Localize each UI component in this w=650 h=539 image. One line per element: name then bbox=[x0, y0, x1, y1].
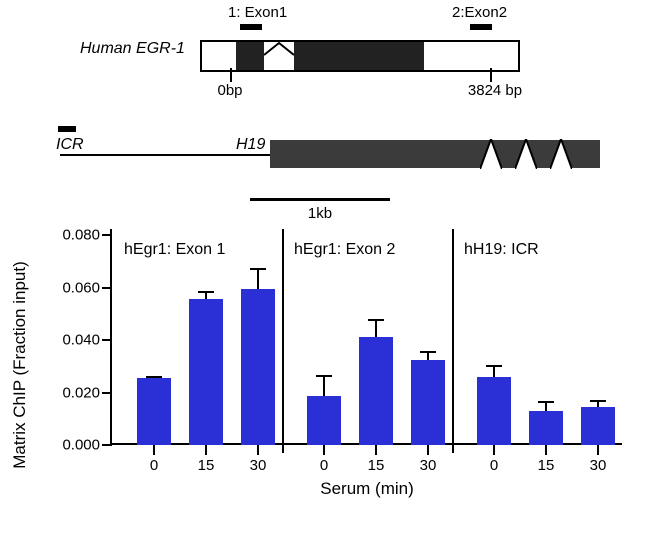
error-bar bbox=[375, 320, 377, 337]
icr-label: ICR bbox=[56, 136, 84, 154]
x-axis-title: Serum (min) bbox=[320, 479, 414, 499]
x-tick bbox=[153, 445, 155, 455]
error-cap bbox=[198, 291, 214, 293]
x-tick bbox=[257, 445, 259, 455]
y-tick-label: 0.060 bbox=[62, 279, 100, 296]
error-bar bbox=[205, 292, 207, 299]
panel-title: hEgr1: Exon 2 bbox=[294, 241, 395, 259]
bar bbox=[359, 337, 393, 445]
error-bar bbox=[493, 366, 495, 377]
egr1-exon-fill bbox=[236, 42, 264, 70]
bar bbox=[189, 299, 223, 445]
x-tick-label: 15 bbox=[538, 457, 555, 474]
panel-title: hEgr1: Exon 1 bbox=[124, 241, 225, 259]
y-tick bbox=[102, 444, 112, 446]
tick-3824bp-label: 3824 bp bbox=[468, 82, 522, 99]
bar bbox=[529, 411, 563, 445]
scale-bar-label: 1kb bbox=[250, 205, 390, 222]
y-tick-label: 0.040 bbox=[62, 332, 100, 349]
error-cap bbox=[420, 351, 436, 353]
egr1-gene-label: Human EGR-1 bbox=[80, 40, 185, 58]
x-tick-label: 0 bbox=[150, 457, 158, 474]
y-tick bbox=[102, 234, 112, 236]
y-tick bbox=[102, 339, 112, 341]
panel-separator bbox=[282, 235, 284, 453]
intron-caret bbox=[264, 41, 286, 53]
error-cap bbox=[486, 365, 502, 367]
x-tick-label: 30 bbox=[590, 457, 607, 474]
error-cap bbox=[250, 268, 266, 270]
x-tick bbox=[205, 445, 207, 455]
probe1-label: 1: Exon1 bbox=[228, 4, 287, 21]
chart-container: Matrix ChIP (Fraction input) 0.0000.0200… bbox=[60, 235, 620, 495]
x-tick bbox=[375, 445, 377, 455]
x-tick bbox=[545, 445, 547, 455]
bar bbox=[581, 407, 615, 445]
egr1-exon-fill bbox=[294, 42, 424, 70]
bar bbox=[137, 378, 171, 445]
x-tick bbox=[323, 445, 325, 455]
x-tick-label: 15 bbox=[368, 457, 385, 474]
probe2-mark bbox=[470, 24, 492, 30]
error-bar bbox=[323, 376, 325, 396]
h19-body bbox=[270, 140, 600, 168]
tick-0bp-label: 0bp bbox=[217, 82, 242, 99]
h19-label: H19 bbox=[236, 136, 265, 154]
error-bar bbox=[257, 269, 259, 289]
bar bbox=[241, 289, 275, 445]
bar bbox=[477, 377, 511, 445]
y-tick-label: 0.020 bbox=[62, 384, 100, 401]
probe1-mark bbox=[240, 24, 262, 30]
plot-area: 0.0000.0200.0400.0600.080hEgr1: Exon 101… bbox=[110, 235, 622, 445]
scale-bar-line bbox=[250, 198, 390, 201]
error-cap bbox=[316, 375, 332, 377]
panel: hH19: ICR01530 bbox=[452, 235, 622, 445]
bar bbox=[411, 360, 445, 445]
y-tick-label: 0.000 bbox=[62, 437, 100, 454]
error-bar bbox=[545, 402, 547, 411]
panel-title: hH19: ICR bbox=[464, 241, 539, 259]
error-cap bbox=[590, 400, 606, 402]
x-tick-label: 30 bbox=[420, 457, 437, 474]
egr1-body bbox=[200, 40, 520, 72]
tick-0bp bbox=[230, 68, 232, 82]
error-cap bbox=[146, 376, 162, 378]
y-tick bbox=[102, 287, 112, 289]
error-cap bbox=[538, 401, 554, 403]
panel-separator bbox=[452, 235, 454, 453]
h19-upstream-line bbox=[60, 154, 270, 156]
bar bbox=[307, 396, 341, 445]
x-tick-label: 30 bbox=[250, 457, 267, 474]
x-tick bbox=[597, 445, 599, 455]
x-tick bbox=[427, 445, 429, 455]
x-tick-label: 0 bbox=[320, 457, 328, 474]
x-tick-label: 0 bbox=[490, 457, 498, 474]
tick-3824bp bbox=[490, 68, 492, 82]
icr-probe-mark bbox=[58, 126, 76, 132]
panel-top-bracket bbox=[452, 229, 454, 235]
y-tick-label: 0.080 bbox=[62, 227, 100, 244]
egr1-diagram: 1: Exon1 2:Exon2 0bp 3824 bp bbox=[200, 40, 520, 72]
panel: hEgr1: Exon 101530 bbox=[112, 235, 282, 445]
probe2-label: 2:Exon2 bbox=[452, 4, 507, 21]
scale-bar-1kb: 1kb bbox=[250, 198, 390, 222]
x-tick-label: 15 bbox=[198, 457, 215, 474]
panel-top-bracket bbox=[282, 229, 284, 235]
error-cap bbox=[368, 319, 384, 321]
y-axis-label: Matrix ChIP (Fraction input) bbox=[10, 261, 30, 469]
error-bar bbox=[427, 352, 429, 359]
figure-root: Human EGR-1 1: Exon1 2:Exon2 0bp 3824 bp… bbox=[0, 0, 650, 539]
x-tick bbox=[493, 445, 495, 455]
y-tick bbox=[102, 392, 112, 394]
panel: hEgr1: Exon 201530 bbox=[282, 235, 452, 445]
